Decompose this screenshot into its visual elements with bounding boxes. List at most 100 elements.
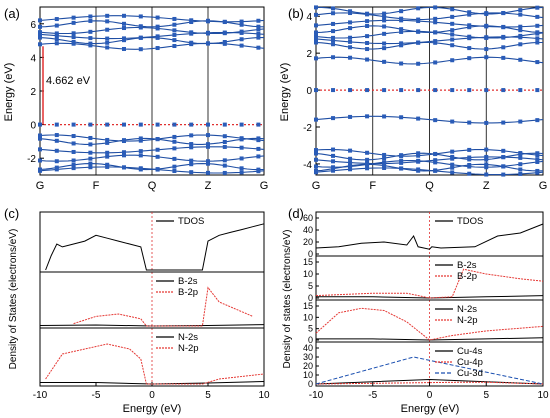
panel-b-band-marker: [433, 20, 438, 25]
panel-a-band-marker: [54, 133, 59, 138]
panel-a-band-marker: [239, 166, 244, 171]
panel-a-band-marker: [172, 146, 177, 151]
panel-b-band-marker: [365, 162, 370, 167]
panel-b-band-marker: [518, 155, 523, 160]
panel-a-band-marker: [71, 122, 76, 127]
panel-b-band-marker: [535, 14, 540, 19]
panel-b-band-marker: [467, 147, 472, 152]
panel-a-ytick-label: 0: [30, 121, 36, 132]
panel-b-band-marker: [314, 148, 318, 153]
panel-b-band-marker: [501, 164, 506, 169]
panel-a-band-marker: [172, 32, 177, 37]
panel-b-band-marker: [484, 55, 489, 60]
panel-a-band-marker: [239, 170, 244, 175]
panel-a-band-marker: [138, 166, 143, 171]
panel-a-band-marker: [54, 33, 59, 38]
panel-b-xtick-label: F: [369, 180, 376, 192]
panel-c-series-tdos: [45, 223, 265, 271]
panel-a-letter: (a): [4, 6, 20, 21]
panel-a-band-marker: [189, 133, 194, 138]
panel-a-band-marker: [105, 19, 110, 24]
panel-d-ytick-label: 5: [308, 281, 313, 291]
panel-a-band-marker: [155, 122, 160, 127]
panel-b-band-marker: [348, 148, 353, 153]
panel-a-xtick-label: Z: [205, 180, 212, 192]
panel-c-series-b-2s: [39, 324, 265, 327]
panel-d-ytick-label: 5: [308, 324, 313, 334]
panel-b-band-marker: [433, 39, 438, 44]
panel-d-ytick-label: 0: [308, 293, 313, 303]
panel-a-band-marker: [189, 162, 194, 167]
panel-b-band-marker: [535, 88, 540, 93]
panel-d-legend-label: B-2p: [457, 271, 477, 282]
panel-a-band-marker: [105, 164, 110, 169]
panel-a-band-marker: [122, 26, 126, 31]
panel-b-band-marker: [314, 157, 318, 162]
panel-b-band-marker: [450, 88, 455, 93]
panel-b-band-marker: [467, 88, 472, 93]
panel-b-band-marker: [416, 29, 421, 34]
panel-b-band-marker: [365, 88, 370, 93]
panel-a-band-marker: [206, 142, 210, 147]
panel-a-band-marker: [71, 15, 76, 20]
panel-a-band-marker: [172, 168, 177, 173]
panel-a-band-marker: [71, 134, 76, 139]
panel-a-band-marker: [54, 148, 59, 153]
panel-d-ytick-label: 60: [303, 213, 313, 223]
panel-a-band-marker: [256, 146, 261, 151]
panel-b-band-marker: [484, 157, 489, 162]
panel-d-ytick-label: 30: [303, 352, 313, 362]
panel-a-band-marker: [122, 21, 126, 26]
panel-a-band-marker: [138, 149, 143, 154]
panel-b-band-marker: [314, 56, 318, 61]
panel-a-band-marker: [256, 154, 261, 159]
panel-a-band-marker: [206, 19, 210, 24]
panel-a-band-marker: [155, 167, 160, 172]
panel-b-band-marker: [467, 120, 472, 125]
panel-a-band-marker: [88, 156, 93, 161]
panel-d-ytick-label: 10: [303, 370, 313, 380]
panel-d-xlabel: Energy (eV): [401, 403, 460, 415]
panel-a-band-marker: [206, 159, 210, 164]
panel-b-band-marker: [535, 23, 540, 28]
panel-b-band-marker: [467, 12, 472, 17]
panel-b-band-marker: [535, 118, 540, 123]
panel-d-ytick-label: 15: [303, 257, 313, 267]
panel-b-band-marker: [433, 30, 438, 35]
panel-b-band-marker: [365, 47, 370, 52]
panel-d-ytick-label: 10: [303, 312, 313, 322]
panel-a-band-marker: [256, 122, 261, 127]
panel-d-legend-label: TDOS: [457, 216, 483, 227]
panel-b-band-marker: [382, 41, 387, 46]
panel-b-band-marker: [484, 47, 489, 52]
panel-a-band-marker: [105, 150, 110, 155]
panel-a-band-marker: [206, 144, 210, 149]
panel-a-band-marker: [206, 122, 210, 127]
panel-b-band-marker: [518, 12, 523, 17]
panel-b-band-marker: [467, 46, 472, 51]
panel-a-band-marker: [38, 30, 42, 35]
panel-a-band-marker: [239, 122, 244, 127]
panel-d-xtick-label: -5: [368, 390, 377, 401]
panel-b-band-marker: [450, 14, 455, 19]
panel-a-band-marker: [71, 149, 76, 154]
panel-b-band-marker: [484, 120, 489, 125]
panel-a-band-marker: [256, 35, 261, 40]
panel-a-band-marker: [88, 18, 93, 23]
panel-b-band-marker: [518, 88, 523, 93]
panel-a-band-marker: [122, 46, 126, 51]
panel-b-band-marker: [314, 30, 318, 35]
panel-b-band-marker: [501, 55, 506, 60]
panel-a-band-marker: [206, 161, 210, 166]
panel-d-legend-label: B-2s: [457, 260, 477, 271]
panel-b-band-marker: [331, 21, 336, 26]
panel-b-band-marker: [399, 160, 404, 165]
panel-c-series-b-2p: [73, 286, 253, 327]
panel-c-xtick-label: 5: [205, 390, 211, 401]
panel-b-band-marker: [314, 5, 318, 10]
panel-a-ytick-label: -2: [27, 154, 36, 165]
panel-b-ytick-label: -4: [303, 160, 312, 171]
panel-a-band-marker: [239, 29, 244, 34]
panel-d-ytick-label: 40: [303, 225, 313, 235]
panel-a-band-marker: [38, 168, 42, 173]
